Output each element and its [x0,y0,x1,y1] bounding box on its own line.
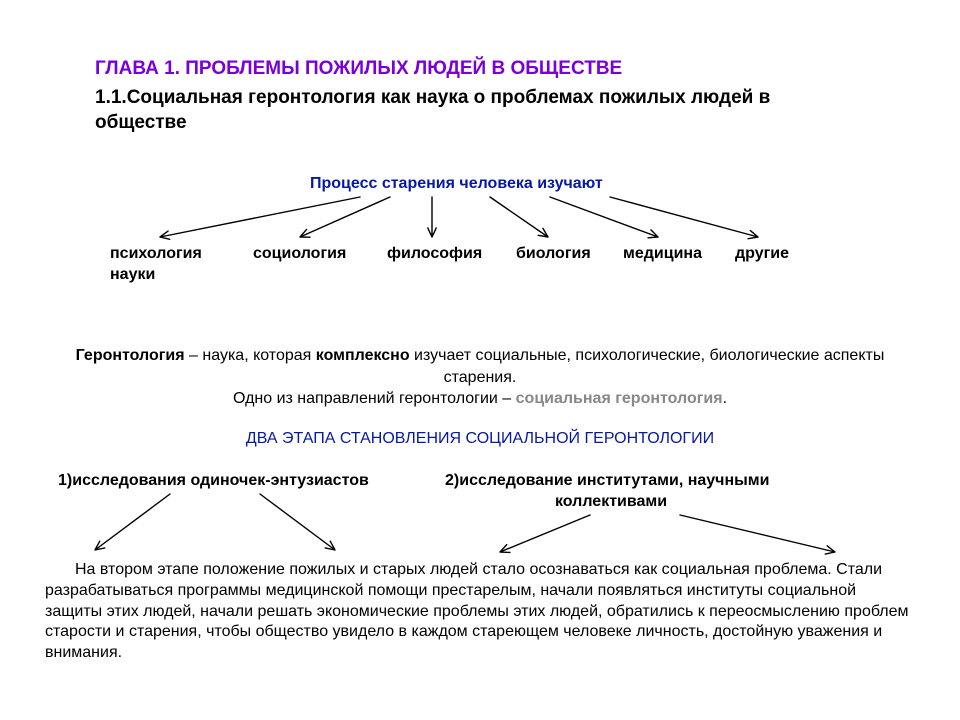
science-item: философия [387,245,482,263]
stage-item: 2)исследование институтами, научными [445,472,769,490]
process-title: Процесс старения человека изучают [310,175,603,193]
definition-line2a: Одно из направлений геронтологии – [233,390,516,407]
definition-block: Геронтология – наука, которая комплексно… [45,345,915,410]
definition-dash: – наука, которая [185,347,316,364]
definition-line2end: . [723,390,727,407]
science-item-line2: науки [110,266,155,284]
science-item: социология [253,245,346,263]
science-item: медицина [623,245,702,263]
definition-mid: комплексно [316,347,410,364]
science-item: психология [110,245,202,263]
stage-item-line2: коллективами [555,493,667,511]
chapter-title: ГЛАВА 1. ПРОБЛЕМЫ ПОЖИЛЫХ ЛЮДЕЙ В ОБЩЕСТ… [95,58,622,80]
paragraph: На втором этапе положение пожилых и стар… [45,560,915,664]
stages-title: ДВА ЭТАПА СТАНОВЛЕНИЯ СОЦИАЛЬНОЙ ГЕРОНТО… [0,430,960,448]
definition-term: Геронтология [76,347,185,364]
science-item: другие [735,245,789,263]
science-item: биология [516,245,591,263]
stage-item: 1)исследования одиночек-энтузиастов [58,472,369,490]
definition-gray: социальная геронтология [516,390,723,407]
definition-rest1: изучает социальные, психологические, био… [410,347,885,386]
section-title: 1.1.Социальная геронтология как наука о … [95,86,865,135]
